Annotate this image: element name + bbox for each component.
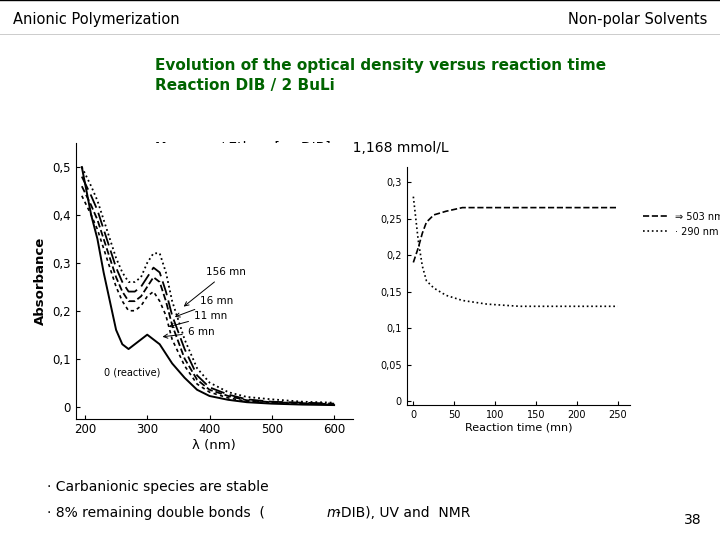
- Text: · 8% remaining double bonds  (: · 8% remaining double bonds (: [47, 505, 265, 519]
- Text: 156 mn: 156 mn: [184, 267, 246, 306]
- Text: Non-polar Solvents: Non-polar Solvents: [567, 12, 707, 27]
- X-axis label: Reaction time (mn): Reaction time (mn): [464, 423, 572, 433]
- Text: m: m: [286, 141, 300, 155]
- Text: -DIB), UV and  NMR: -DIB), UV and NMR: [336, 505, 470, 519]
- Text: -DIB]: -DIB]: [296, 141, 330, 155]
- Y-axis label: Absorbance: Absorbance: [34, 237, 47, 325]
- Text: Hexane: Hexane: [155, 141, 214, 155]
- Text: 16 mn: 16 mn: [176, 296, 233, 317]
- X-axis label: λ (nm): λ (nm): [192, 439, 236, 452]
- Text: Anionic Polymerization: Anionic Polymerization: [13, 12, 179, 27]
- Text: 38: 38: [685, 514, 702, 528]
- Text: · Carbanionic species are stable: · Carbanionic species are stable: [47, 481, 269, 495]
- Text: =1,168 mmol/L: =1,168 mmol/L: [341, 141, 448, 155]
- Text: m: m: [327, 505, 341, 519]
- Text: 0 (reactive): 0 (reactive): [104, 368, 160, 378]
- Text: 0: 0: [333, 150, 339, 160]
- Text: 11 mn: 11 mn: [170, 310, 228, 327]
- Text: Evolution of the optical density versus reaction time
Reaction DIB / 2 BuLi: Evolution of the optical density versus …: [155, 58, 606, 93]
- Legend: ⇒ 503 nm, · 290 nm: ⇒ 503 nm, · 290 nm: [639, 208, 720, 240]
- Text: / Ether, [: / Ether, [: [215, 141, 280, 155]
- Text: 6 mn: 6 mn: [163, 327, 215, 338]
